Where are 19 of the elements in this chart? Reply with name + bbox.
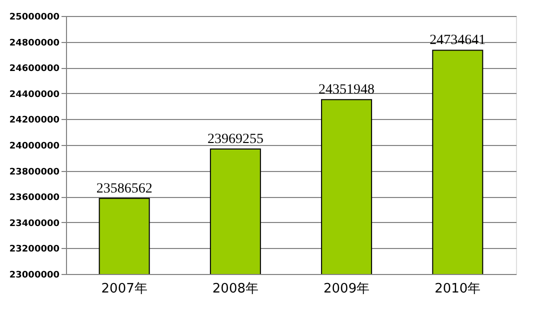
data-label: 23586562: [96, 181, 152, 196]
y-tick-label: 25000000: [9, 12, 60, 22]
y-tick-label: 23000000: [9, 270, 60, 280]
y-tick-label: 23400000: [9, 218, 60, 229]
x-tick-label: 2008年: [212, 282, 258, 296]
data-label: 24351948: [318, 82, 375, 98]
data-label: 23969255: [207, 132, 264, 147]
x-tick-label: 2007年: [101, 282, 148, 296]
y-tick-label: 24200000: [9, 116, 60, 126]
data-label: 24734641: [430, 33, 486, 48]
y-tick-label: 23600000: [9, 193, 60, 204]
y-tick-label: 23200000: [9, 244, 60, 255]
y-tick-label: 24600000: [9, 64, 60, 74]
y-tick-label: 24800000: [9, 38, 60, 48]
x-tick-label: 2010年: [434, 282, 481, 296]
y-tick-label: 24400000: [9, 90, 60, 100]
y-tick-label: 24000000: [9, 142, 60, 152]
y-tick-label: 23800000: [9, 167, 60, 178]
x-tick-label: 2009年: [324, 282, 370, 296]
